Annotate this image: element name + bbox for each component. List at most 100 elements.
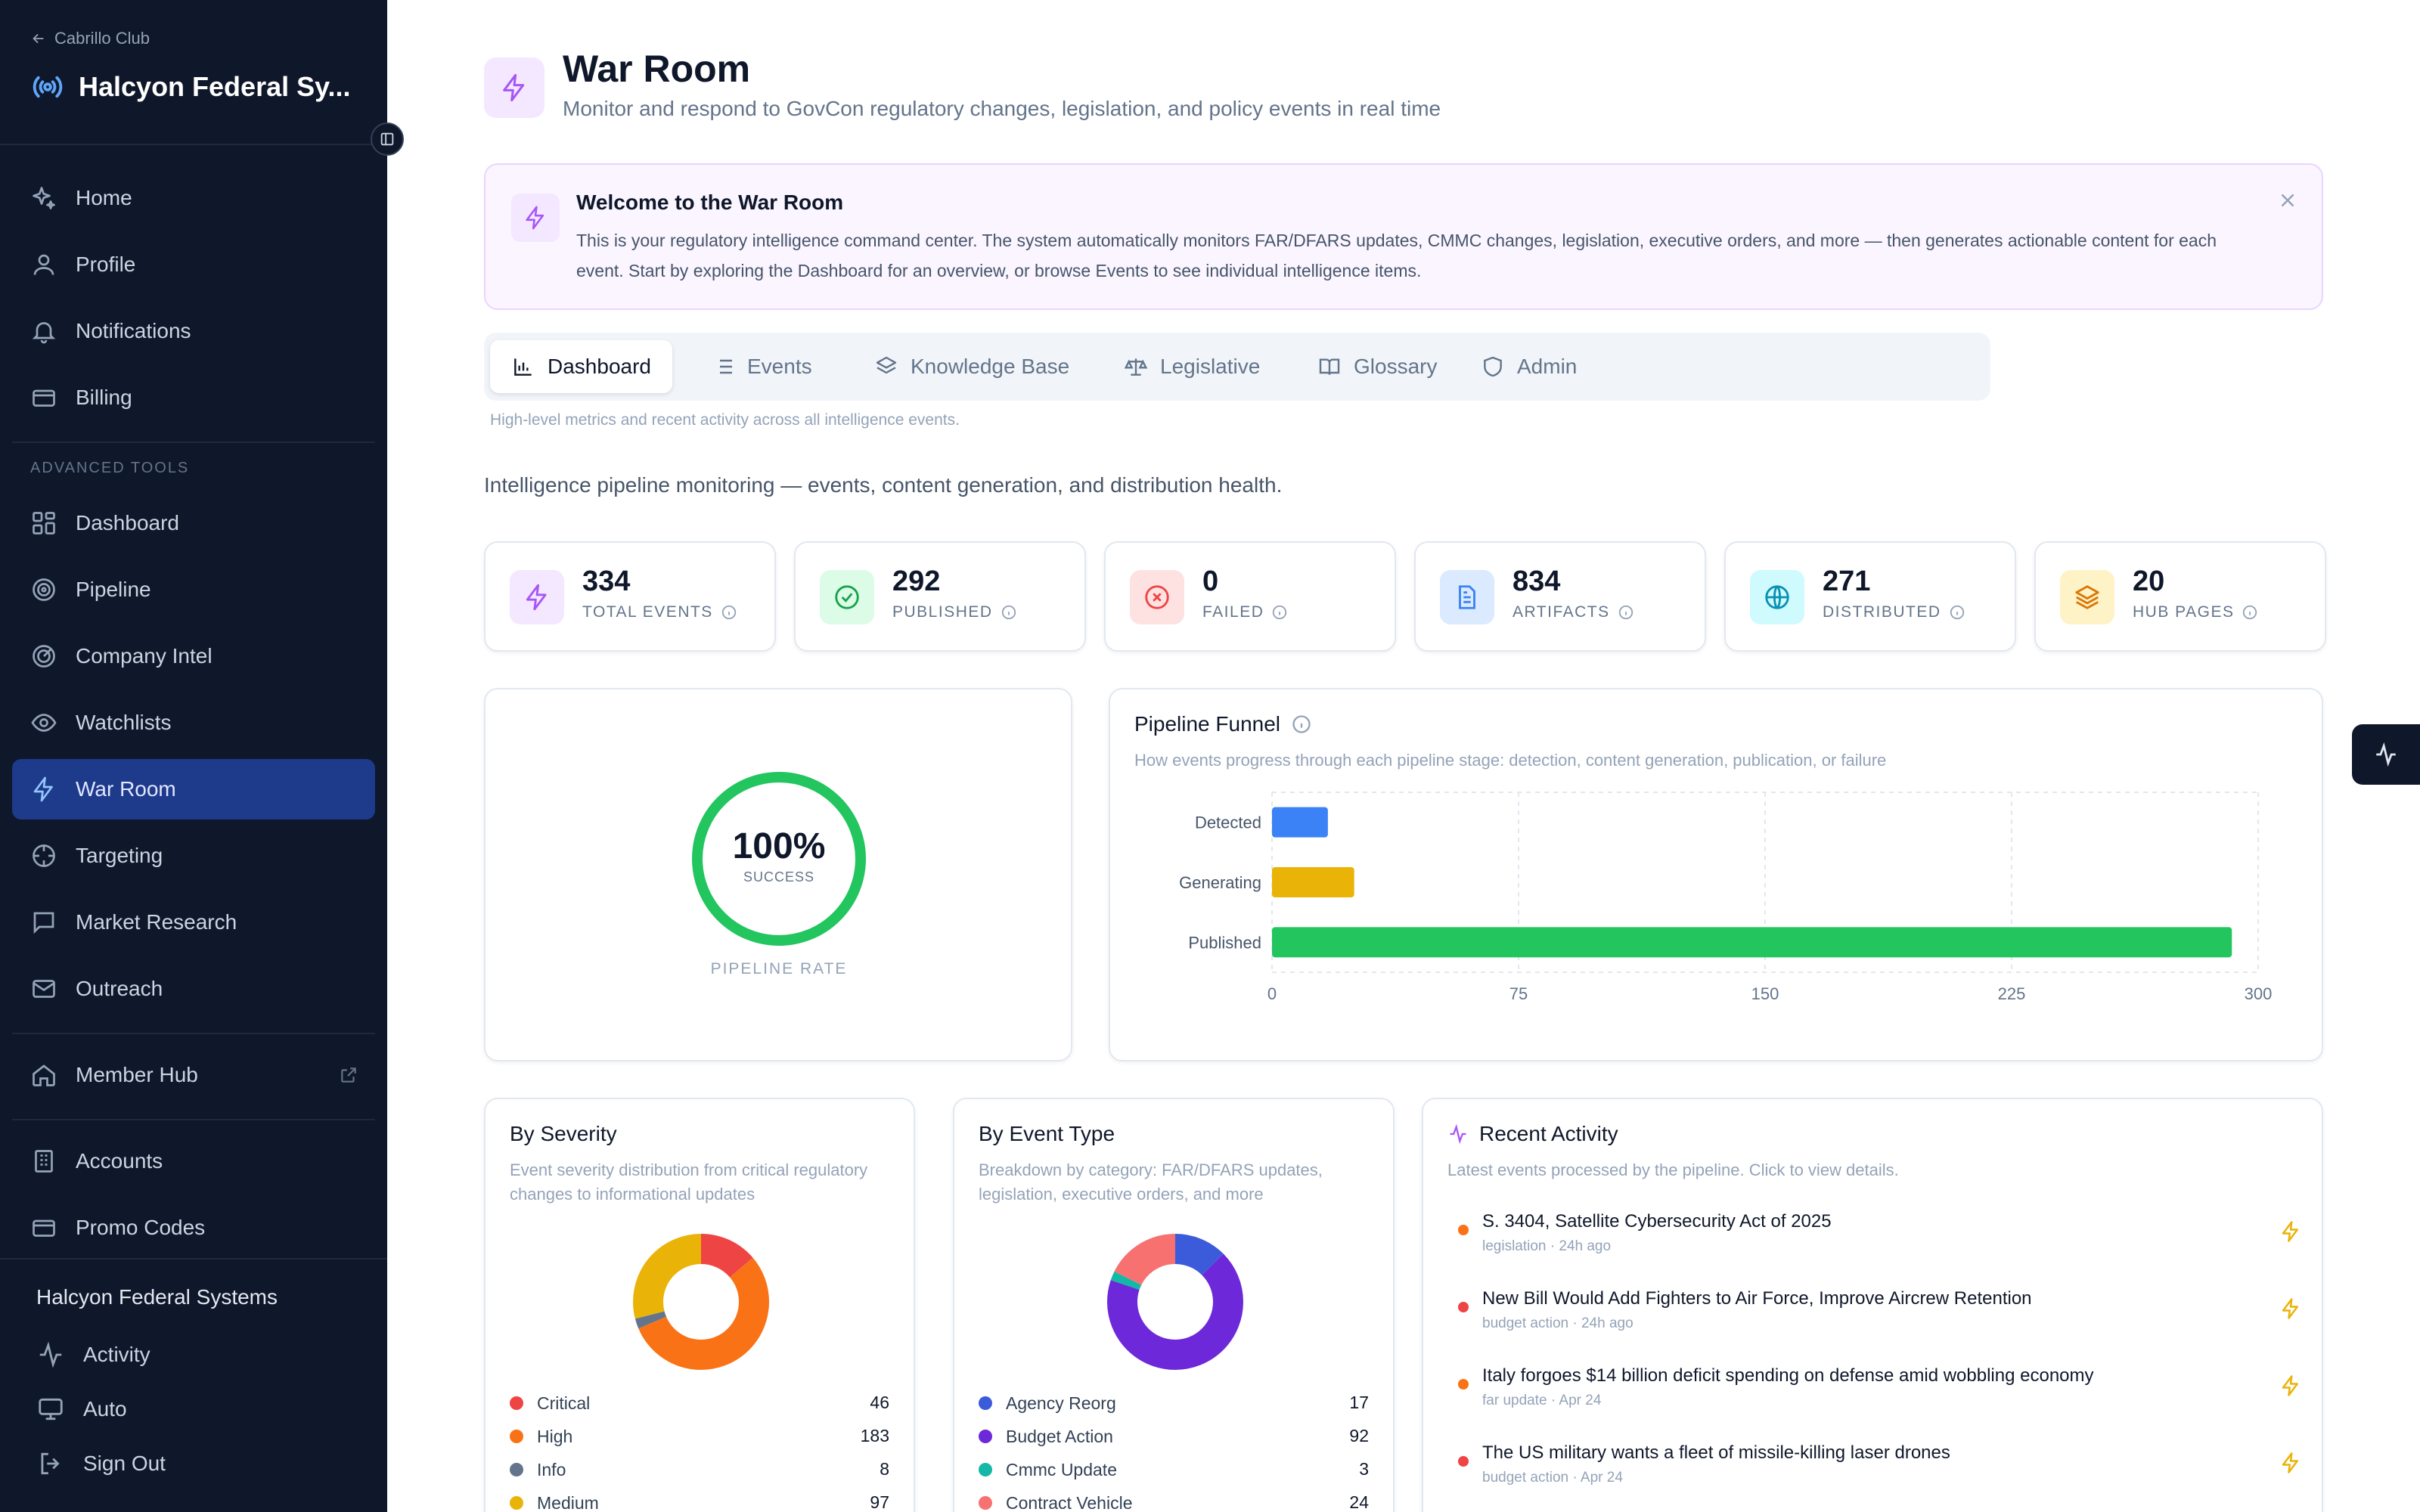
activity-item[interactable]: Italy forgoes $14 billion deficit spendi… [1447,1362,2302,1430]
info-icon[interactable] [1271,604,1288,621]
welcome-banner: Welcome to the War Room This is your reg… [484,163,2323,310]
sidebar-item-war-room[interactable]: War Room [12,759,375,820]
tab-dashboard[interactable]: Dashboard [490,340,672,393]
activity-item-meta: legislation · 24h ago [1482,1238,1612,1254]
tab-label: Admin [1517,355,1578,378]
activity-panel-toggle[interactable] [2352,724,2420,785]
back-link[interactable]: Cabrillo Club [30,29,150,48]
info-icon[interactable] [1291,714,1312,735]
sidebar-item-promo-codes[interactable]: Promo Codes [12,1198,375,1258]
sidebar-item-company-intel[interactable]: Company Intel [12,626,375,686]
x-tick-label: 0 [1267,984,1277,1003]
user-icon [33,254,54,275]
sidebar-item-label: Profile [76,253,136,276]
sidebar-item-label: Notifications [76,319,191,342]
stat-label-text: FAILED [1202,603,1264,621]
theme-toggle[interactable]: Auto [36,1387,127,1432]
legend-label: Budget Action [1006,1426,1113,1446]
sidebar-collapse-button[interactable] [371,122,404,156]
stat-card-published: 292 PUBLISHED [794,541,1086,652]
legend-value: 3 [1359,1459,1369,1479]
legend-dot [979,1396,992,1410]
sign-out-button[interactable]: Sign Out [36,1441,166,1486]
sidebar-item-market-research[interactable]: Market Research [12,892,375,953]
x-tick-label: 300 [2245,984,2273,1003]
tab-admin[interactable]: Admin [1460,340,1598,393]
activity-icon [39,1341,62,1368]
tab-legislative[interactable]: Legislative [1103,340,1281,393]
sidebar-item-home[interactable]: Home [12,168,375,228]
activity-button[interactable]: Activity [36,1332,150,1377]
tab-glossary[interactable]: Glossary [1296,340,1458,393]
tab-knowledge-base[interactable]: Knowledge Base [853,340,1091,393]
donut-slice[interactable] [1107,1234,1243,1370]
external-link-icon [341,1067,356,1083]
sidebar-item-accounts[interactable]: Accounts [12,1131,375,1191]
page-title: War Room [563,48,751,90]
credit-card-icon [33,389,55,407]
sidebar-item-pipeline[interactable]: Pipeline [12,559,375,620]
info-icon[interactable] [1618,604,1634,621]
monitor-icon [39,1398,63,1421]
info-icon[interactable] [1001,604,1017,621]
sidebar-item-watchlists[interactable]: Watchlists [12,692,375,753]
bolt-icon[interactable] [2279,1220,2302,1243]
activity-status-dot [1458,1302,1469,1312]
stat-label: ARTIFACTS [1512,603,1634,621]
legend-item: Cmmc Update [979,1455,1117,1485]
stat-icon [2060,570,2114,624]
pipeline-funnel-card: Pipeline Funnel How events progress thro… [1109,688,2323,1061]
sidebar-item-outreach[interactable]: Outreach [12,959,375,1019]
mail-icon [33,980,55,998]
stat-label: TOTAL EVENTS [582,603,737,621]
legend-dot [510,1430,523,1443]
sidebar-item-dashboard[interactable]: Dashboard [12,493,375,553]
sidebar-item-label: Market Research [76,910,237,934]
stat-card-distributed: 271 DISTRIBUTED [1724,541,2016,652]
pipeline-rate-gauge [692,772,866,946]
activity-icon [2376,742,2396,767]
stat-value: 0 [1202,565,1219,597]
tab-events[interactable]: Events [690,340,833,393]
activity-item[interactable]: The US military wants a fleet of missile… [1447,1439,2302,1507]
sidebar-item-profile[interactable]: Profile [12,234,375,295]
activity-item[interactable]: S. 3404, Satellite Cybersecurity Act of … [1447,1208,2302,1276]
activity-description: Latest events processed by the pipeline.… [1447,1160,1899,1179]
stat-icon [820,570,874,624]
sidebar-item-member-hub[interactable]: Member Hub [12,1045,375,1105]
stat-icon [510,570,564,624]
donut-slice[interactable] [633,1234,769,1370]
stat-label: PUBLISHED [892,603,1017,621]
legend-item: Contract Vehicle [979,1488,1132,1512]
sidebar-item-targeting[interactable]: Targeting [12,826,375,886]
stat-card-artifacts: 834 ARTIFACTS [1414,541,1706,652]
donut-slice[interactable] [1107,1234,1243,1370]
funnel-bar[interactable] [1272,867,1354,897]
activity-item-meta: budget action · Apr 24 [1482,1470,1623,1486]
panel-left-icon [380,132,394,146]
stat-value: 271 [1823,565,1871,597]
sidebar-item-billing[interactable]: Billing [12,367,375,428]
tab-label: Events [747,355,812,378]
activity-status-dot [1458,1225,1469,1235]
donut-slice[interactable] [633,1234,769,1370]
info-icon[interactable] [721,604,737,621]
bolt-icon[interactable] [2279,1374,2302,1397]
bolt-icon[interactable] [2279,1297,2302,1320]
sidebar-item-label: Company Intel [76,644,213,668]
y-tick-label: Detected [1195,813,1261,832]
org-switcher[interactable]: Halcyon Federal Sy... [30,70,350,104]
activity-title: Recent Activity [1479,1122,1618,1145]
close-icon[interactable] [2276,189,2299,212]
legend-label: Cmmc Update [1006,1459,1117,1479]
info-icon[interactable] [1949,604,1965,621]
activity-item[interactable]: New Bill Would Add Fighters to Air Force… [1447,1285,2302,1353]
funnel-bar[interactable] [1272,927,2232,958]
sidebar-item-notifications[interactable]: Notifications [12,301,375,361]
info-icon[interactable] [2242,604,2258,621]
activity-item-meta: far update · Apr 24 [1482,1393,1602,1408]
bolt-icon[interactable] [2279,1452,2302,1474]
funnel-bar[interactable] [1272,807,1328,838]
legend-item: High [510,1421,572,1452]
back-link-label: Cabrillo Club [54,29,150,48]
